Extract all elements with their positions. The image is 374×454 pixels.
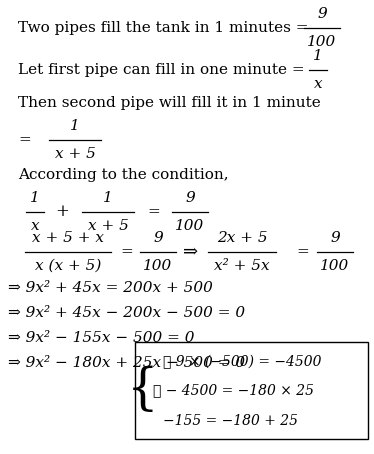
Text: 1: 1 xyxy=(313,49,323,63)
Text: x + 5: x + 5 xyxy=(55,147,95,161)
Text: 1: 1 xyxy=(103,191,113,205)
Text: ⇒ 9x² + 45x − 200x − 500 = 0: ⇒ 9x² + 45x − 200x − 500 = 0 xyxy=(8,306,245,320)
Text: 2x + 5: 2x + 5 xyxy=(217,231,267,245)
Text: Let first pipe can fill in one minute =: Let first pipe can fill in one minute = xyxy=(18,63,305,77)
Text: According to the condition,: According to the condition, xyxy=(18,168,229,182)
Text: {: { xyxy=(127,366,159,415)
Text: Then second pipe will fill it in 1 minute: Then second pipe will fill it in 1 minut… xyxy=(18,96,321,110)
Text: 100: 100 xyxy=(321,259,350,273)
Text: 9: 9 xyxy=(153,231,163,245)
Text: Two pipes fill the tank in 1 minutes =: Two pipes fill the tank in 1 minutes = xyxy=(18,21,309,35)
Text: 100: 100 xyxy=(143,259,173,273)
Text: ∴ − 4500 = −180 × 25: ∴ − 4500 = −180 × 25 xyxy=(153,384,314,398)
Text: 1: 1 xyxy=(30,191,40,205)
Text: 9: 9 xyxy=(330,231,340,245)
Text: 100: 100 xyxy=(175,219,205,233)
Text: 9: 9 xyxy=(185,191,195,205)
Text: ∴ 9 × (−500) = −4500: ∴ 9 × (−500) = −4500 xyxy=(163,355,322,369)
Text: x + 5 + x: x + 5 + x xyxy=(32,231,104,245)
Text: ⇒ 9x² − 155x − 500 = 0: ⇒ 9x² − 155x − 500 = 0 xyxy=(8,331,194,345)
Text: 9: 9 xyxy=(317,7,327,21)
Text: =: = xyxy=(296,245,309,259)
Text: ⇒ 9x² + 45x = 200x + 500: ⇒ 9x² + 45x = 200x + 500 xyxy=(8,281,213,295)
Text: 100: 100 xyxy=(307,35,337,49)
Text: ⇒: ⇒ xyxy=(183,243,198,261)
Text: x: x xyxy=(31,219,39,233)
Text: x² + 5x: x² + 5x xyxy=(214,259,270,273)
Text: −155 = −180 + 25: −155 = −180 + 25 xyxy=(163,414,298,428)
Text: x: x xyxy=(314,77,322,91)
Text: =: = xyxy=(18,133,31,147)
Text: x + 5: x + 5 xyxy=(88,219,128,233)
Text: =: = xyxy=(147,205,160,219)
Text: +: + xyxy=(55,203,69,221)
Text: 1: 1 xyxy=(70,119,80,133)
Text: x (x + 5): x (x + 5) xyxy=(35,259,101,273)
Text: ⇒ 9x² − 180x + 25x − 500 = 0: ⇒ 9x² − 180x + 25x − 500 = 0 xyxy=(8,356,245,370)
Text: =: = xyxy=(120,245,133,259)
Bar xyxy=(135,342,368,439)
